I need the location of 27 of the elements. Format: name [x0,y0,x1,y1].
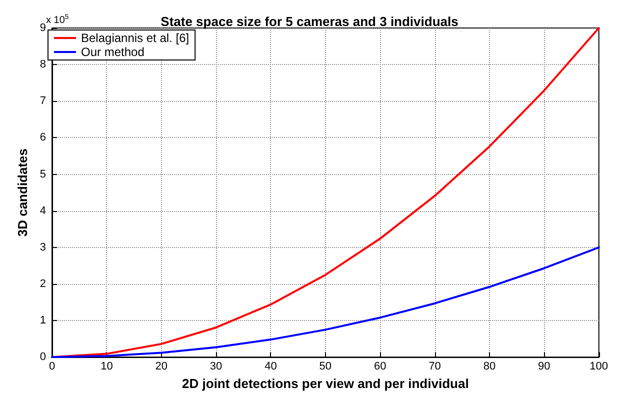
y-tick-label: 6 [40,132,46,144]
y-tick-label: 4 [40,204,46,217]
y-tick-label: 3 [40,241,46,254]
x-tick-label: 50 [319,360,332,373]
y-tick-label: 9 [40,22,46,34]
x-tick-label: 80 [483,360,496,373]
x-tick-label: 70 [428,360,441,373]
y-tick-label: 0 [40,351,46,364]
line-series [51,27,600,358]
chart-title: State space size for 5 cameras and 3 individuals [160,14,458,29]
x-tick-label: 10 [100,360,113,373]
x-tick-label: 40 [264,360,277,373]
y-tick-label: 5 [40,168,46,180]
y-tick-label: 1 [40,314,46,327]
x-tick-label: 0 [48,360,56,373]
x-tick-label: 30 [210,360,222,373]
x-tick-label: 60 [374,360,386,373]
x-tick-label: 90 [538,360,550,373]
y-axis-title: 3D candidates [15,148,30,237]
legend-label: Belagiannis et al. [6] [81,31,190,45]
y-tick-label: 2 [40,278,46,290]
y-tick-label: 7 [40,95,46,108]
legend-label: Our method [81,45,144,59]
x-tick-label: 20 [155,360,168,373]
x-tick-label: 100 [590,360,608,373]
x-axis-title: 2D joint detections per view and per individual [182,376,469,391]
y-tick-label: 8 [40,58,46,71]
